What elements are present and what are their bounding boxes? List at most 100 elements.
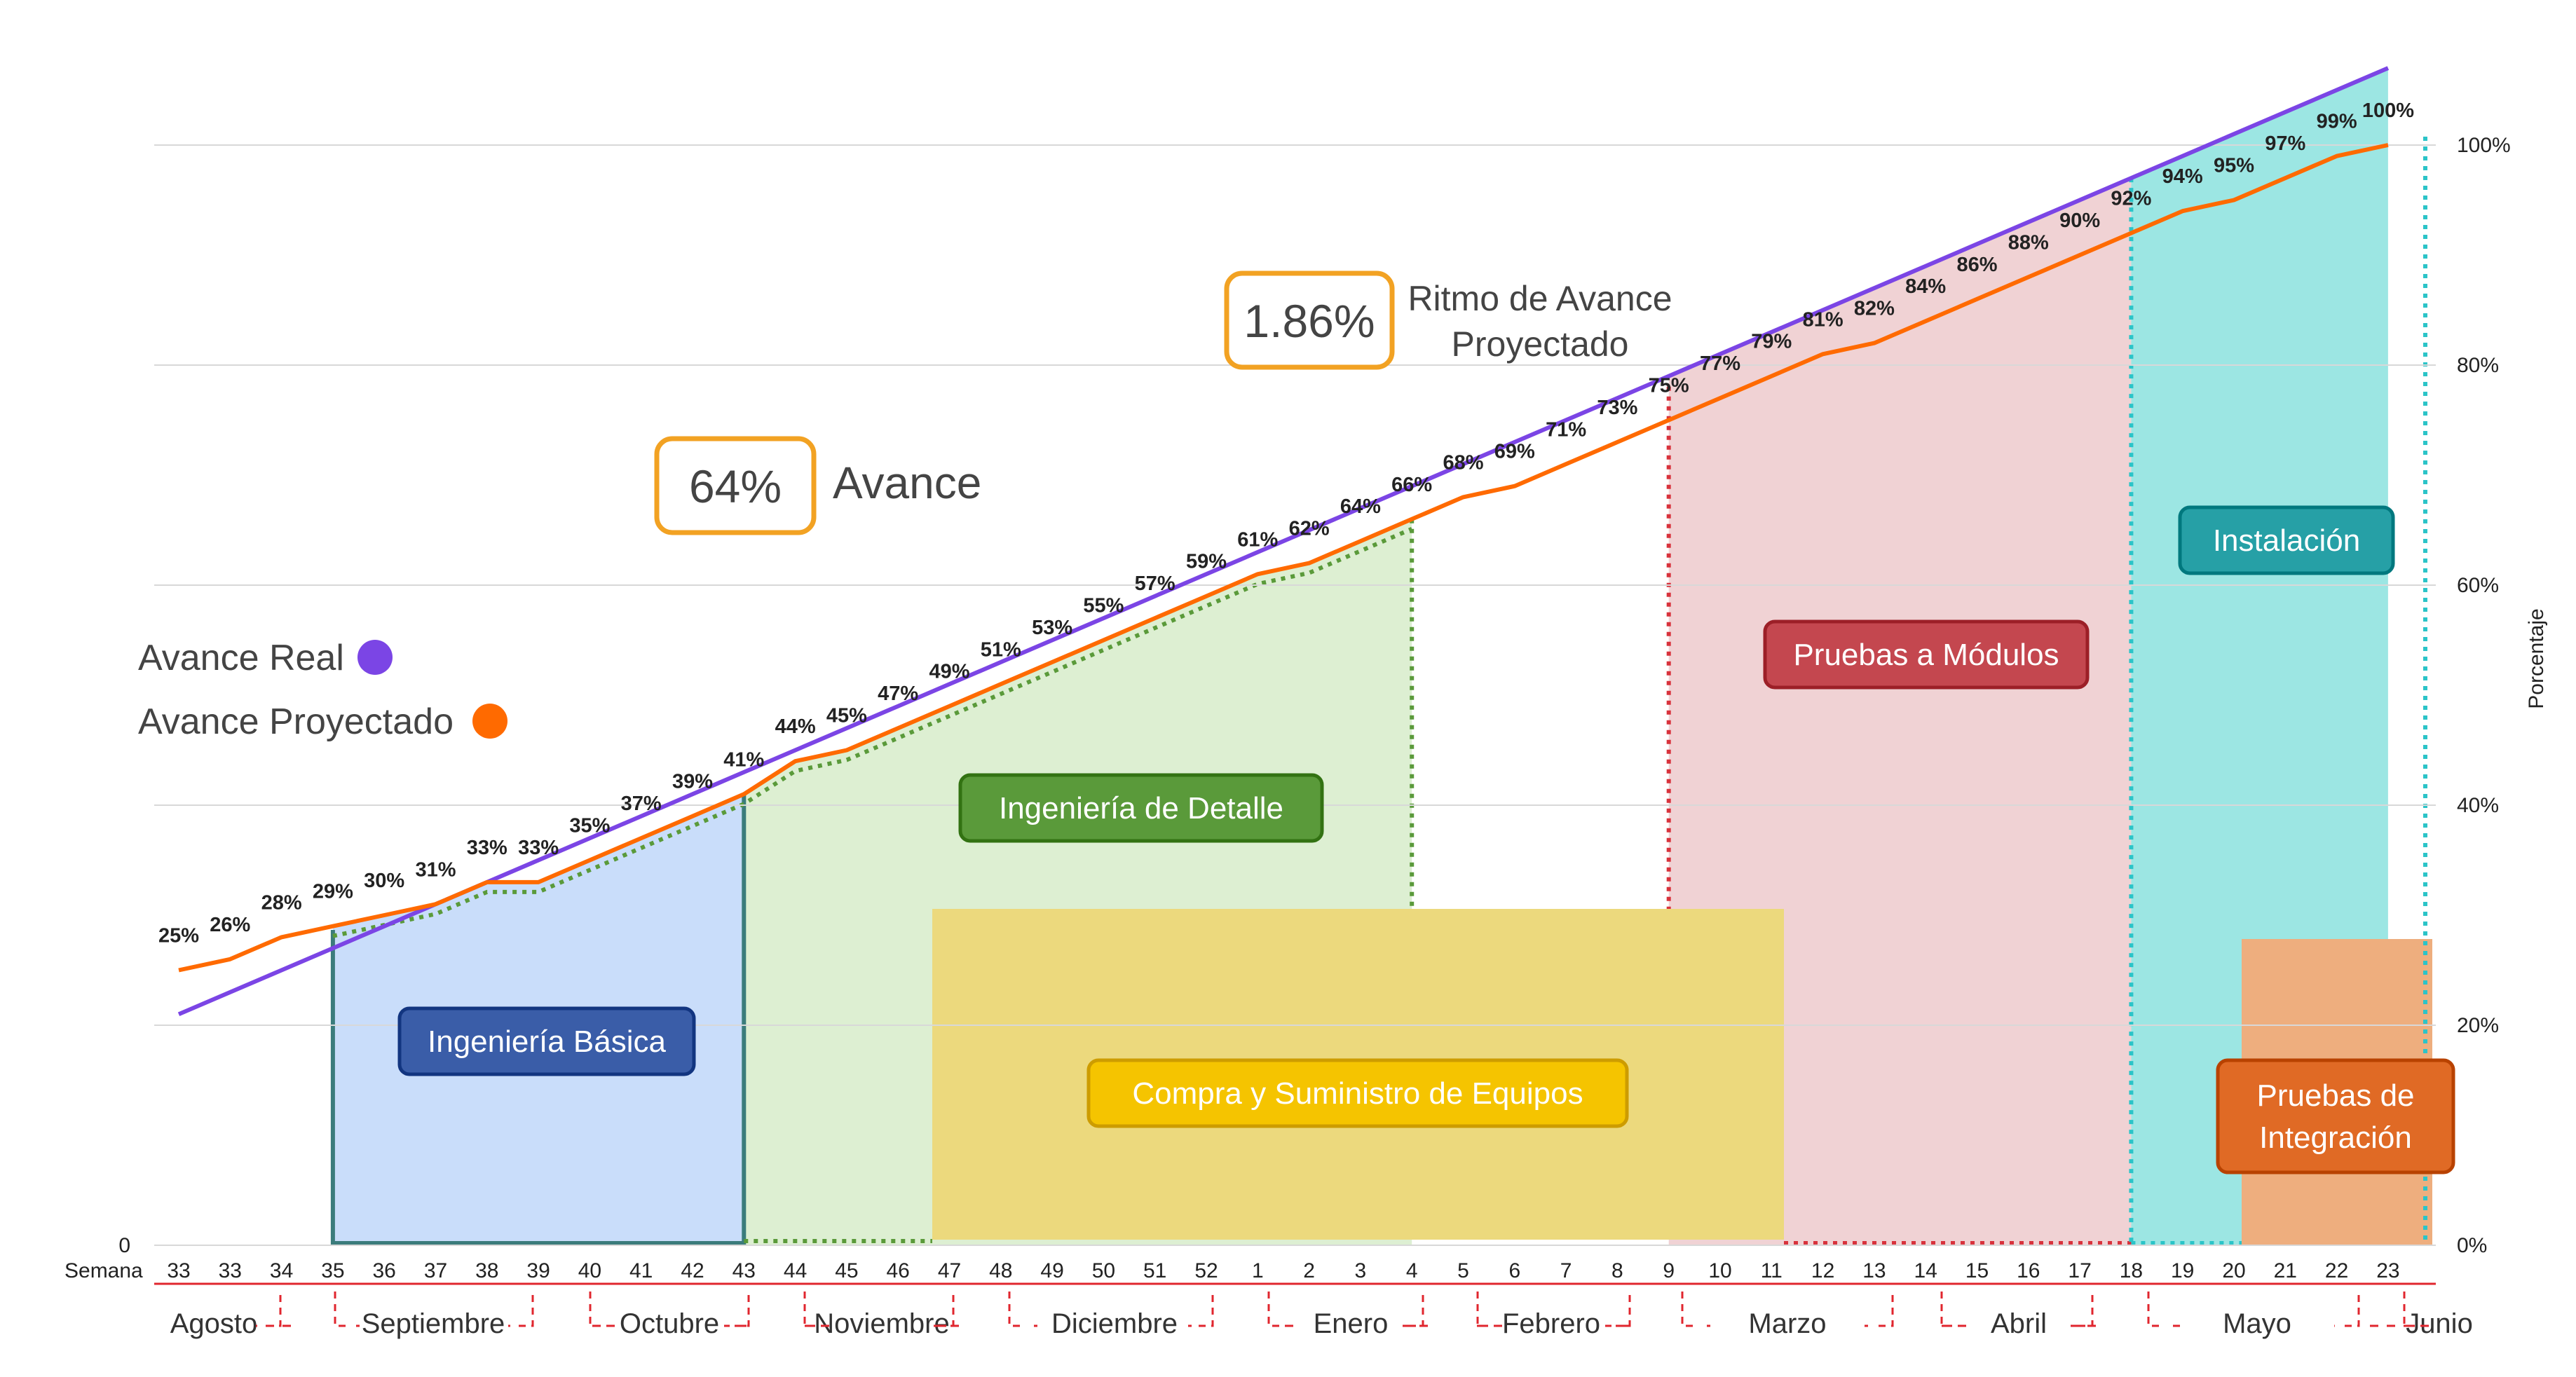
x-tick-label: 15 [1965,1259,1989,1282]
x-tick-label: 3 [1355,1259,1367,1282]
data-label: 88% [2008,231,2049,254]
phase-area-pruebas-modulos [1668,178,2132,1246]
x-tick-label: 48 [989,1259,1012,1282]
month-label: Noviembre [814,1308,949,1339]
month-bracket-left [1681,1292,1696,1327]
data-label: 30% [364,870,404,892]
data-label: 47% [878,683,918,705]
phase-label-text: Pruebas a Módulos [1793,638,2059,672]
x-tick-label: 4 [1406,1259,1418,1282]
month-label: Septiembre [362,1308,505,1339]
kpi-0: 64% Avance [654,436,981,535]
data-label: 33% [467,837,507,859]
data-label: 99% [2317,111,2357,133]
x-tick-label: 11 [1761,1259,1783,1282]
phase-label-box [2178,505,2395,575]
data-label: 86% [1956,254,1997,276]
month-label: Diciembre [1051,1308,1178,1339]
month-bracket-left [1267,1292,1283,1327]
legend-label: Avance Proyectado [138,701,454,742]
data-label: 92% [2111,188,2151,210]
phase-label-text: Ingeniería de Detalle [999,791,1283,825]
series-line-avance-proyectado [178,143,2389,973]
month-label: Mayo [2223,1308,2291,1339]
y-tick-label: 60% [2457,574,2499,597]
phase-labels: Ingeniería Básica Ingeniería de Detalle Co… [397,505,2455,1174]
kpi-boxes: 64% Avance 1.86% Ritmo de Avance Proyectado [654,270,1672,535]
kpi-value: 64% [689,460,782,512]
phase-label-box [958,773,1324,843]
x-tick-label: 33 [167,1259,190,1282]
phase-ingenieria-basica: Ingeniería Básica [397,1006,696,1076]
x-tick-label: 50 [1092,1259,1115,1282]
x-tick-label: 49 [1040,1259,1063,1282]
month-bracket-right [1409,1292,1424,1327]
month-bracket-right [939,1292,955,1327]
data-label: 90% [2059,210,2100,232]
y-tick-label: 20% [2457,1014,2499,1037]
x-tick-label: 47 [938,1259,961,1282]
x-tick-label: 44 [784,1259,807,1282]
data-label: 57% [1135,573,1175,595]
x-tick-label: 1 [1252,1259,1264,1282]
month-bracket-right [735,1292,750,1327]
month-bracket-right [2078,1292,2094,1327]
data-label: 51% [981,638,1021,661]
x-tick-label: 10 [1708,1259,1731,1282]
x-tick-label: 42 [681,1259,704,1282]
phase-instalacion: Instalación [2178,505,2395,575]
data-label: 44% [775,715,816,738]
data-label: 26% [210,914,250,936]
data-label: 41% [723,748,764,771]
series-line-avance-real [177,66,2390,1017]
data-label: 69% [1494,441,1535,463]
data-label: 71% [1546,418,1586,441]
kpi-label: Avance [833,458,981,508]
data-label: 25% [158,925,199,947]
month-bracket-right [519,1292,534,1327]
x-tick-label: 40 [578,1259,601,1282]
data-label: 66% [1391,474,1432,496]
phase-ingenieria-detalle: Ingeniería de Detalle [958,773,1324,843]
x-tick-label: 12 [1811,1259,1834,1282]
month-label: Agosto [170,1308,258,1339]
data-label: 95% [2214,155,2254,177]
y-tick-label: 100% [2457,134,2511,157]
data-label: 79% [1751,331,1792,353]
x-tick-label: 33 [219,1259,242,1282]
x-tick-label: 8 [1611,1259,1623,1282]
month-bracket-left [1940,1292,1956,1327]
x-tick-label: 18 [2120,1259,2143,1282]
phase-label-text: Pruebas de [2256,1078,2414,1113]
month-label: Febrero [1502,1308,1600,1339]
x-tick-label: 16 [2017,1259,2040,1282]
data-label: 49% [929,661,969,683]
month-bracket-left [2147,1292,2162,1327]
y-tick-label: 0% [2457,1234,2487,1257]
legend-swatch [472,704,507,739]
x-tick-label: 41 [629,1259,653,1282]
phase-compra-suministro: Compra y Suministro de Equipos [1086,1058,1629,1128]
phase-label-text: Ingeniería Básica [428,1025,667,1059]
month-bracket-left [589,1292,604,1327]
month-bracket-left [334,1292,349,1327]
x-tick-label: 51 [1143,1259,1166,1282]
x-tick-label: 39 [526,1259,550,1282]
month-bracket-right [1199,1292,1214,1327]
x-tick-label: 17 [2068,1259,2091,1282]
data-label: 84% [1905,275,1946,298]
series-lines [177,66,2390,1017]
x-tick-label: 22 [2325,1259,2348,1282]
phase-label-box [2216,1058,2455,1174]
x-tick-label: 52 [1194,1259,1218,1282]
phase-label-text: Integración [2259,1121,2412,1155]
data-label: 82% [1854,298,1895,320]
data-label: 81% [1803,308,1844,331]
data-label: 77% [1700,352,1740,375]
x-tick-label: 46 [887,1259,910,1282]
data-label: 61% [1237,528,1278,551]
data-label: 59% [1186,551,1227,573]
data-label: 55% [1083,595,1124,617]
month-bracket-right [2345,1292,2360,1327]
x-tick-label: 23 [2376,1259,2399,1282]
